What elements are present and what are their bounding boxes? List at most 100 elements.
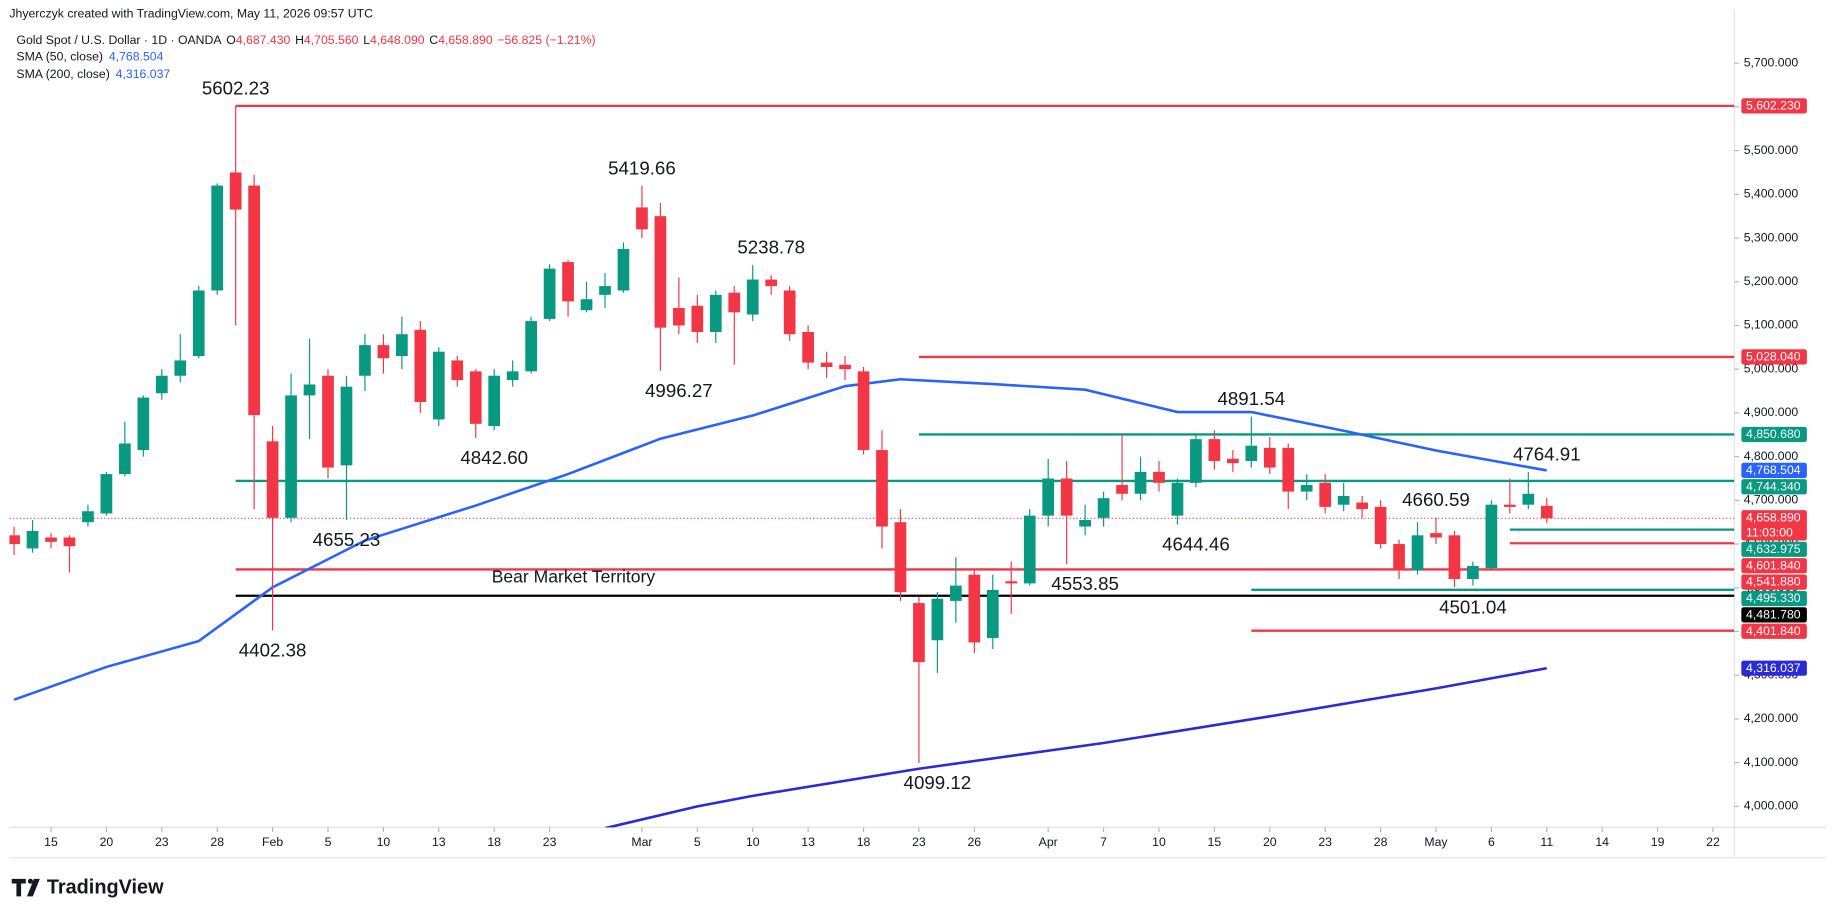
candle-body [322, 375, 334, 468]
x-tick-label: 5 [325, 835, 332, 849]
x-tick-label: 20 [1263, 835, 1277, 849]
x-tick-label: 7 [1100, 835, 1107, 849]
candle-body [913, 603, 925, 663]
candle-body [599, 286, 611, 295]
candle-body [1448, 535, 1461, 580]
candle-body [229, 172, 242, 210]
candle-body [1171, 482, 1184, 516]
x-tick-label: 23 [543, 835, 557, 849]
candle-body [119, 443, 131, 475]
y-tick-label: 4,200.000 [1744, 711, 1799, 725]
candle-body [82, 511, 94, 523]
candle-body [525, 321, 537, 372]
price-annotation: 4842.60 [460, 447, 528, 468]
price-label: 4,744.340 [1746, 479, 1801, 493]
candle-body [192, 290, 205, 357]
x-tick-label: 5 [694, 835, 701, 849]
x-tick-label: 10 [746, 835, 760, 849]
price-label-box [1741, 479, 1807, 495]
x-tick-label: 20 [100, 835, 114, 849]
price-label-box [1741, 426, 1807, 443]
candle-body [266, 441, 279, 518]
legend-name: SMA (200, close) [16, 67, 109, 81]
candle-body [654, 216, 667, 328]
candle-body [469, 371, 482, 424]
candle-body [894, 522, 907, 593]
x-tick-label: 23 [912, 835, 926, 849]
price-label: 4,658.890 [1746, 510, 1801, 524]
candle-body [1245, 445, 1258, 461]
overlay: 4,000.0004,100.0004,200.0004,300.0004,40… [44, 55, 1807, 849]
candle-body [1411, 535, 1424, 571]
legend-entry: SMA (200, close) 4,316.037 [16, 67, 170, 81]
price-label-box [1741, 541, 1807, 557]
sma-line [604, 666, 1547, 828]
y-tick-label: 5,000.000 [1744, 361, 1799, 375]
legend-entry: SMA (50, close) 4,768.504 [16, 50, 163, 64]
price-annotation: 4996.27 [645, 380, 713, 401]
ohlc-value: 4,687.430 [236, 33, 291, 47]
price-annotation: 4553.85 [1051, 573, 1119, 594]
price-label-box [1741, 623, 1807, 639]
logo-icon [27, 878, 34, 884]
brand-name: TradingView [47, 876, 164, 898]
x-tick-label: 19 [1651, 835, 1665, 849]
x-tick-label: 14 [1595, 835, 1609, 849]
candle-body [950, 585, 962, 601]
ohlc-key: O [226, 33, 236, 47]
candle-body [432, 351, 445, 420]
price-annotation: 4660.59 [1402, 489, 1470, 510]
candle-body [340, 386, 353, 466]
logo-icon [26, 878, 40, 897]
candle-body [1227, 458, 1239, 464]
x-tick-label: Mar [631, 835, 652, 849]
price-label: 4,316.037 [1746, 661, 1801, 675]
candle-body [137, 397, 150, 451]
candle-body [783, 290, 796, 335]
candle-body [377, 345, 390, 359]
candle-body [26, 530, 39, 549]
candle-body [802, 332, 814, 363]
candle-body [562, 262, 574, 302]
y-tick-label: 5,500.000 [1744, 143, 1799, 157]
candle-body [543, 268, 556, 319]
candle-body [1042, 478, 1055, 516]
price-annotation: 4402.38 [239, 639, 307, 660]
y-tick-label: 5,400.000 [1744, 187, 1799, 201]
price-label: 4,401.840 [1746, 624, 1801, 638]
price-label-box [1741, 510, 1807, 541]
candle-body [1430, 533, 1442, 538]
candle-body [248, 185, 260, 416]
candle-body [174, 360, 187, 376]
candle-body [1134, 471, 1147, 494]
price-label-box [1741, 660, 1807, 676]
x-tick-label: 22 [1706, 835, 1720, 849]
zone-label: Bear Market Territory [492, 567, 656, 587]
price-label: 5,028.040 [1746, 350, 1801, 364]
y-tick-label: 4,000.000 [1744, 799, 1799, 813]
x-tick-label: 10 [377, 835, 391, 849]
candle-body [728, 292, 741, 313]
x-tick-label: May [1424, 835, 1448, 849]
candle-body [9, 535, 20, 545]
x-tick-label: 15 [1208, 835, 1222, 849]
symbol-line: Gold Spot / U.S. Dollar · 1D · OANDA O4,6… [16, 33, 595, 47]
candle-body [691, 305, 704, 333]
candle-body [1097, 498, 1110, 518]
candle-body [617, 248, 630, 291]
symbol: Gold Spot / U.S. Dollar · 1D · OANDA [16, 33, 222, 47]
change: −56.825 (−1.21%) [497, 33, 595, 47]
y-tick-label: 5,700.000 [1744, 55, 1799, 69]
price-annotation: 4644.46 [1162, 534, 1230, 555]
candle-body [709, 294, 722, 333]
price-label: 5,602.230 [1746, 98, 1801, 112]
price-annotation: 5602.23 [202, 77, 270, 98]
logo-icon [11, 878, 26, 897]
legend-value: 4,316.037 [116, 67, 171, 81]
x-tick-label: 10 [1152, 835, 1166, 849]
price-label: 4,481.780 [1746, 607, 1801, 621]
price-label-box [1741, 574, 1807, 590]
y-tick-label: 4,100.000 [1744, 755, 1799, 769]
y-tick-label: 4,700.000 [1744, 493, 1799, 507]
